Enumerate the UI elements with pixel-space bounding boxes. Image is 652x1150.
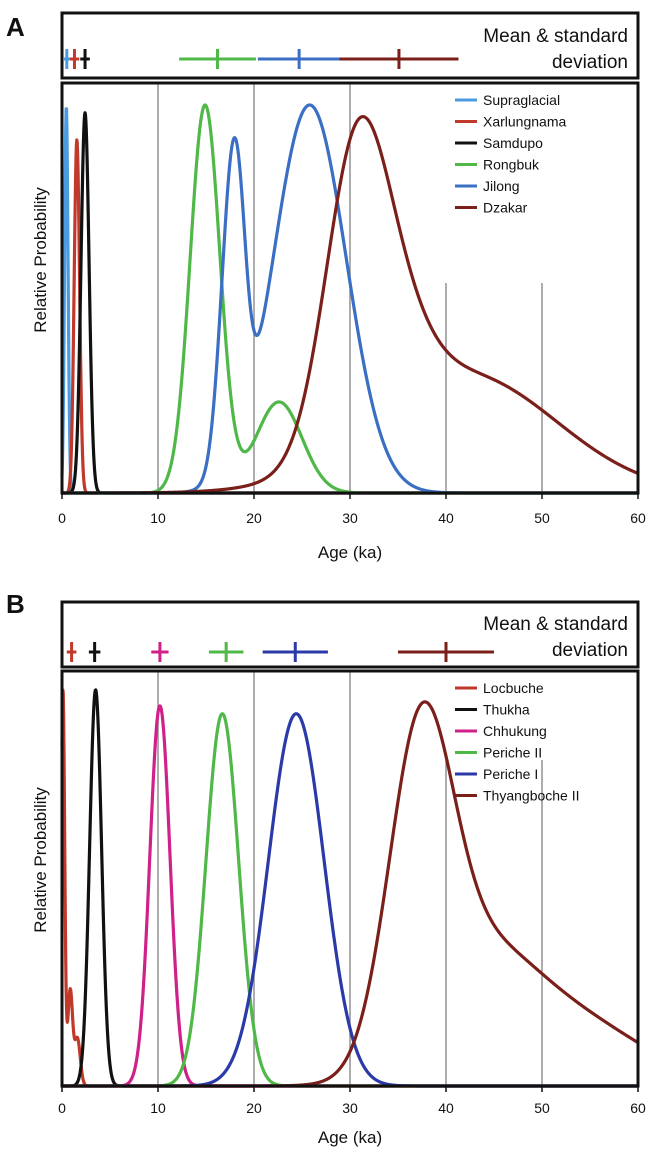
panel-a-y-axis-label: Relative Probability xyxy=(31,187,50,333)
panel-b-legend: Locbuche Thukha Chhukung Periche II Periche … xyxy=(455,680,580,804)
panel-a-mean-sd-label-line2: deviation xyxy=(552,52,628,73)
x-tick-label: 60 xyxy=(630,1100,646,1116)
panel-b-x-ticks: 0 10 20 30 40 50 60 xyxy=(58,1086,646,1116)
panel-b-y-axis-label: Relative Probability xyxy=(31,787,50,933)
x-tick-label: 40 xyxy=(438,1100,454,1116)
legend-label-periche-i: Periche I xyxy=(483,766,538,782)
legend-label-samdupo: Samdupo xyxy=(483,135,543,151)
x-tick-label: 40 xyxy=(438,510,454,526)
panel-a-mean-sd-label-line1: Mean & standard xyxy=(483,26,628,47)
panel-b-gridlines xyxy=(157,671,543,1086)
legend-label-xarlungnama: Xarlungnama xyxy=(483,114,566,130)
legend-label-thukha: Thukha xyxy=(483,702,530,718)
x-tick-label: 60 xyxy=(630,510,646,526)
legend-label-chhukung: Chhukung xyxy=(483,723,547,739)
panel-b-x-axis-label: Age (ka) xyxy=(318,1128,382,1147)
panel-b: B Mean & standard deviation 0 10 20 30 40 50 6… xyxy=(6,589,646,1147)
legend-label-jilong: Jilong xyxy=(483,178,520,194)
legend-label-periche-ii: Periche II xyxy=(483,745,542,761)
panel-a-x-axis-label: Age (ka) xyxy=(318,543,382,562)
panel-b-mean-sd-markers xyxy=(66,642,494,662)
panel-a: A Mean & standard deviation 0 10 20 30 40 50 6… xyxy=(6,11,646,562)
x-tick-label: 10 xyxy=(150,510,166,526)
x-tick-label: 20 xyxy=(246,510,262,526)
panel-a-mean-sd-markers xyxy=(63,49,459,69)
x-tick-label: 20 xyxy=(246,1100,262,1116)
x-tick-label: 30 xyxy=(342,510,358,526)
panel-b-letter: B xyxy=(6,589,25,619)
panel-a-legend: Supraglacial Xarlungnama Samdupo Rongbuk Jil… xyxy=(455,92,566,216)
x-tick-label: 0 xyxy=(58,1100,66,1116)
legend-label-rongbuk: Rongbuk xyxy=(483,157,540,173)
x-tick-label: 10 xyxy=(150,1100,166,1116)
panel-a-mean-sd-frame xyxy=(60,11,640,80)
panel-a-letter: A xyxy=(6,12,25,42)
legend-label-dzakar: Dzakar xyxy=(483,200,528,216)
x-tick-label: 50 xyxy=(534,1100,550,1116)
x-tick-label: 30 xyxy=(342,1100,358,1116)
panel-a-x-ticks: 0 10 20 30 40 50 60 xyxy=(58,493,646,526)
x-tick-label: 50 xyxy=(534,510,550,526)
panel-b-mean-sd-label-line2: deviation xyxy=(552,640,628,661)
panel-b-mean-sd-label-line1: Mean & standard xyxy=(483,614,628,635)
legend-label-supraglacial: Supraglacial xyxy=(483,92,560,108)
x-tick-label: 0 xyxy=(58,510,66,526)
panel-b-mean-sd-frame xyxy=(60,600,640,669)
legend-label-locbuche: Locbuche xyxy=(483,680,544,696)
legend-label-thyangboche-ii: Thyangboche II xyxy=(483,788,580,804)
